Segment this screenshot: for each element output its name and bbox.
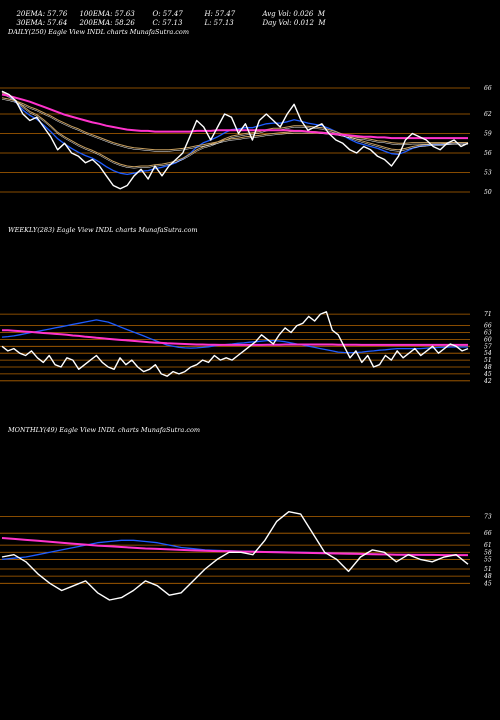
header-row-1: 20EMA: 57.76 <box>12 2 67 18</box>
weekly-ema_slow-line <box>2 329 468 346</box>
header-low: L: 57.13 <box>200 11 234 27</box>
header-ema100: 100EMA: 57.63 <box>75 2 135 18</box>
open-value: O: 57.47 <box>152 10 183 18</box>
daily-y-tick-label: 62 <box>484 111 492 118</box>
monthly-y-tick-label: 61 <box>484 542 492 549</box>
weekly-y-tick-label: 63 <box>484 330 492 337</box>
header-avgvol: Avg Vol: 0.026 M <box>258 2 325 18</box>
weekly-chart-title: WEEKLY(283) Eagle View INDL charts Munaf… <box>8 226 198 234</box>
ema30-value: 30EMA: 57.64 <box>16 19 68 27</box>
weekly-price-line <box>1 311 469 377</box>
weekly-y-tick-label: 60 <box>484 336 492 343</box>
header-close: C: 57.13 <box>148 11 182 27</box>
weekly-y-tick-label: 51 <box>484 357 492 364</box>
daily-y-tick-label: 66 <box>484 85 492 92</box>
monthly-y-tick-label: 66 <box>484 530 492 537</box>
weekly-y-tick-label: 48 <box>483 364 492 371</box>
daily-chart: 66 62 59 56 53 50 <box>0 85 492 196</box>
avg-vol-value: Avg Vol: 0.026 M <box>262 10 325 18</box>
daily-ema30-shadow-line <box>1 93 468 169</box>
daily-ema30-line <box>1 92 468 168</box>
monthly-ema_slow-line <box>1 537 468 557</box>
weekly-y-tick-label: 71 <box>484 311 492 318</box>
weekly-y-tick-label: 45 <box>483 371 492 378</box>
daily-ema100-line <box>1 97 468 151</box>
daily-ema200-line <box>1 93 468 140</box>
monthly-y-tick-label: 48 <box>483 573 492 580</box>
daily-ema100-shadow-line <box>1 99 468 152</box>
monthly-y-tick-label: 51 <box>484 566 492 573</box>
ema200-value: 200EMA: 58.26 <box>79 19 135 27</box>
header-dayvol: Day Vol: 0.012 M <box>258 11 326 27</box>
monthly-chart-title: MONTHLY(49) Eagle View INDL charts Munaf… <box>8 426 201 434</box>
header-ema30: 30EMA: 57.64 <box>12 11 67 27</box>
header-high: H: 57.47 <box>200 2 235 18</box>
weekly-y-tick-label: 42 <box>483 378 492 385</box>
weekly-y-tick-label: 54 <box>484 350 492 357</box>
monthly-y-tick-label: 73 <box>484 513 492 520</box>
daily-y-tick-label: 50 <box>484 189 492 196</box>
daily-y-tick-label: 59 <box>484 131 492 138</box>
weekly-ema_fast-line <box>1 319 468 354</box>
high-value: H: 57.47 <box>204 10 236 18</box>
daily-chart-title: DAILY(250) Eagle View INDL charts Munafa… <box>8 28 189 36</box>
daily-price-line <box>1 90 469 190</box>
close-value: C: 57.13 <box>152 19 183 27</box>
ema100-value: 100EMA: 57.63 <box>79 10 135 18</box>
low-value: L: 57.13 <box>204 19 234 27</box>
ema20-value: 20EMA: 57.76 <box>16 10 68 18</box>
day-vol-value: Day Vol: 0.012 M <box>262 19 326 27</box>
header-open: O: 57.47 <box>148 2 183 18</box>
weekly-y-tick-label: 66 <box>484 323 492 330</box>
monthly-price-line <box>1 511 469 601</box>
weekly-y-tick-label: 57 <box>484 343 492 350</box>
monthly-y-tick-label: 55 <box>484 556 492 563</box>
daily-y-tick-label: 53 <box>484 170 492 177</box>
header-ema200: 200EMA: 58.26 <box>75 11 135 27</box>
daily-ema20-line <box>1 90 468 176</box>
daily-y-tick-label: 56 <box>484 150 492 157</box>
monthly-y-tick-label: 45 <box>483 580 492 587</box>
monthly-y-tick-label: 58 <box>484 549 492 556</box>
